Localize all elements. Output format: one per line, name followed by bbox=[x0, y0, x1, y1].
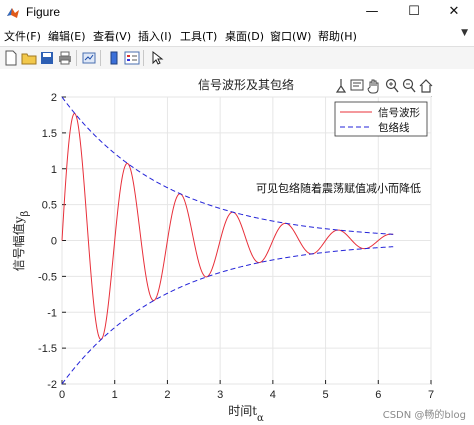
maximize-button[interactable]: ☐ bbox=[408, 4, 420, 19]
window-title: Figure bbox=[26, 5, 61, 19]
save-icon[interactable] bbox=[39, 50, 55, 66]
minimize-button[interactable]: — bbox=[365, 4, 379, 19]
y-tick-label: 1 bbox=[51, 164, 57, 176]
x-axis-label-sub: α bbox=[257, 413, 264, 424]
home-icon[interactable] bbox=[419, 78, 433, 94]
link-plot-icon[interactable] bbox=[81, 50, 97, 66]
legend-box[interactable]: 信号波形 包络线 bbox=[334, 101, 428, 137]
title-bar: Figure — ☐ ✕ bbox=[0, 0, 474, 26]
print-icon[interactable] bbox=[57, 50, 73, 66]
y-tick-label: 0.5 bbox=[42, 200, 57, 212]
x-tick-label: 3 bbox=[217, 389, 223, 401]
menu-bar: 文件(F) 编辑(E) 查看(V) 插入(I) 工具(T) 桌面(D) 窗口(W… bbox=[0, 26, 474, 46]
plot-svg: 0 1 2 3 4 5 6 7 -2 -1.5 -1 -0.5 0 0.5 1 1.5 2 信号波形及其包络 时… bbox=[11, 77, 434, 424]
lower-envelope-line bbox=[61, 246, 394, 385]
menu-help[interactable]: 帮助(H) bbox=[318, 30, 357, 43]
y-tick-label: -1 bbox=[47, 307, 57, 319]
y-tick-label: 2 bbox=[51, 92, 57, 104]
menu-edit[interactable]: 编辑(E) bbox=[48, 30, 86, 43]
y-axis-label: 信号幅值yβ bbox=[11, 211, 31, 272]
x-tick-label: 4 bbox=[270, 389, 276, 401]
menu-view[interactable]: 查看(V) bbox=[93, 30, 132, 43]
toolbar-separator bbox=[143, 50, 144, 66]
figure-toolbar bbox=[0, 46, 474, 70]
data-tips-icon[interactable] bbox=[350, 78, 364, 94]
menu-file[interactable]: 文件(F) bbox=[4, 30, 41, 43]
watermark-text: CSDN @畅的blog bbox=[382, 410, 466, 421]
x-tick-label: 1 bbox=[112, 389, 118, 401]
legend-frame bbox=[334, 101, 428, 137]
figure-canvas: 0 1 2 3 4 5 6 7 -2 -1.5 -1 -0.5 0 0.5 1 1.5 2 信号波形及其包络 时… bbox=[0, 69, 474, 425]
menu-window[interactable]: 窗口(W) bbox=[270, 30, 312, 43]
axis-ticks: 0 1 2 3 4 5 6 7 -2 -1.5 -1 -0.5 0 0.5 1 1.5 2 bbox=[38, 92, 434, 401]
x-tick-label: 2 bbox=[164, 389, 170, 401]
x-axis-label: 时间tα bbox=[228, 404, 264, 424]
y-axis-label-sub: β bbox=[20, 211, 31, 217]
y-tick-label: -0.5 bbox=[38, 271, 57, 283]
new-figure-icon[interactable] bbox=[3, 50, 19, 66]
menu-insert[interactable]: 插入(I) bbox=[138, 30, 172, 43]
y-tick-label: -1.5 bbox=[38, 343, 57, 355]
x-tick-label: 5 bbox=[323, 389, 329, 401]
upper-envelope-line bbox=[61, 96, 394, 235]
edit-plot-icon[interactable] bbox=[149, 50, 165, 66]
y-tick-label: 1.5 bbox=[42, 128, 57, 140]
legend-label-signal: 信号波形 bbox=[378, 106, 420, 119]
colorbar-icon[interactable] bbox=[106, 50, 122, 66]
y-axis-label-main: 信号幅值y bbox=[11, 216, 26, 271]
y-tick-label: -2 bbox=[47, 379, 57, 391]
chart-title: 信号波形及其包络 bbox=[198, 77, 294, 92]
open-file-icon[interactable] bbox=[21, 50, 37, 66]
x-tick-label: 0 bbox=[59, 389, 65, 401]
signal-series-line bbox=[61, 112, 394, 340]
toolbar-separator bbox=[100, 50, 101, 66]
zoom-in-icon[interactable] bbox=[385, 78, 399, 94]
close-button[interactable]: ✕ bbox=[448, 4, 460, 19]
matlab-logo-icon bbox=[7, 8, 19, 18]
annotation-text: 可见包络随着震荡赋值减小而降低 bbox=[256, 181, 421, 195]
menu-tools[interactable]: 工具(T) bbox=[180, 30, 218, 43]
menu-desktop[interactable]: 桌面(D) bbox=[225, 30, 265, 43]
toolbar-separator bbox=[76, 50, 77, 66]
zoom-out-icon[interactable] bbox=[402, 78, 416, 94]
legend-label-envelope: 包络线 bbox=[378, 121, 410, 134]
x-axis-label-main: 时间t bbox=[228, 404, 257, 418]
series-layer bbox=[61, 96, 394, 385]
x-tick-label: 7 bbox=[428, 389, 434, 401]
y-tick-label: 0 bbox=[51, 236, 57, 248]
pan-icon[interactable] bbox=[367, 78, 381, 94]
chevron-down-icon[interactable]: ▼ bbox=[461, 28, 468, 38]
brush-icon[interactable] bbox=[334, 78, 348, 94]
legend-icon[interactable] bbox=[124, 50, 140, 66]
x-tick-label: 6 bbox=[375, 389, 381, 401]
